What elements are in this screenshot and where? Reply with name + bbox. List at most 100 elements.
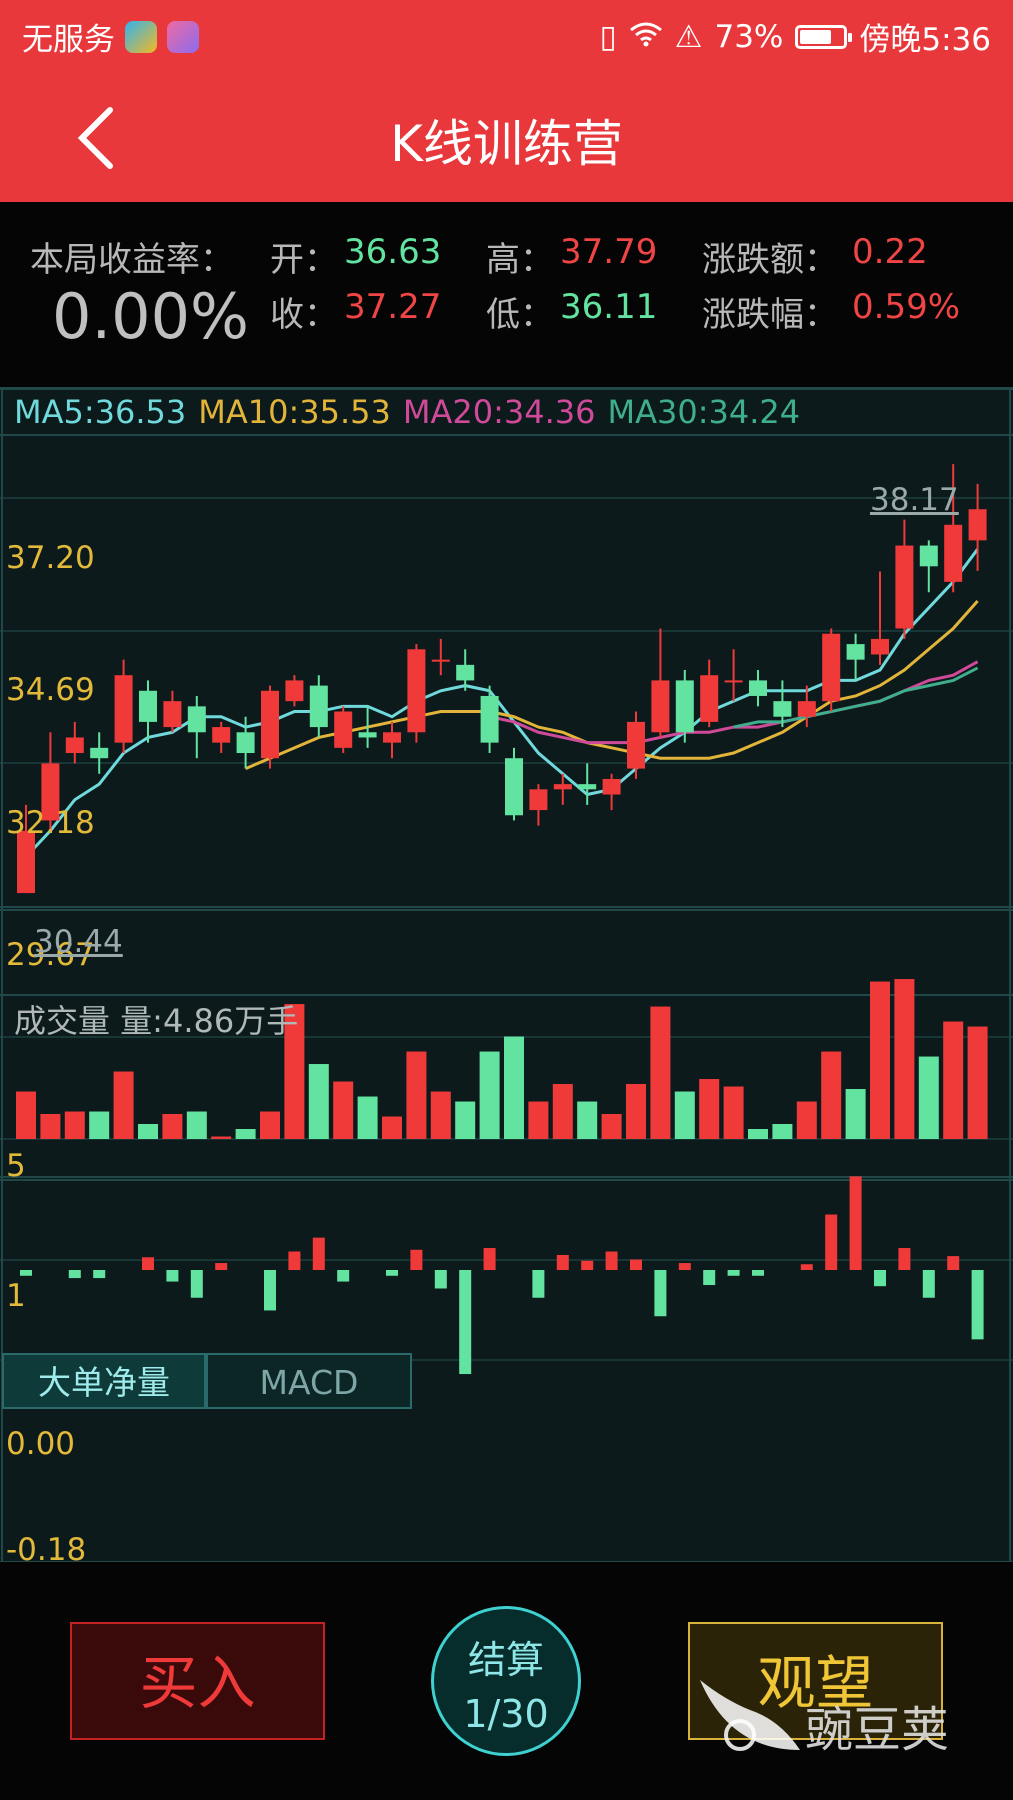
candle-body bbox=[407, 649, 426, 733]
clock: 傍晚5:36 bbox=[859, 22, 991, 58]
candle-body bbox=[968, 509, 987, 541]
volume-bar bbox=[308, 1064, 329, 1139]
net-volume-bar bbox=[215, 1263, 228, 1270]
volume-bar bbox=[723, 1086, 744, 1139]
net-volume-bar bbox=[337, 1270, 350, 1282]
volume-bar bbox=[918, 1056, 939, 1139]
change-amount-label: 涨跌额： bbox=[702, 240, 838, 280]
volume-bar bbox=[162, 1114, 183, 1139]
battery-alert-icon: ⚠ bbox=[674, 18, 703, 55]
volume-bar bbox=[552, 1084, 573, 1139]
net-volume-bar bbox=[678, 1263, 691, 1270]
candle-body bbox=[773, 701, 792, 717]
candle-body bbox=[65, 737, 84, 754]
close-value: 37.27 bbox=[344, 287, 442, 327]
volume-bar bbox=[16, 1091, 36, 1139]
candle-body bbox=[919, 545, 938, 567]
watch-button[interactable]: 观望 bbox=[688, 1622, 943, 1740]
candle-body bbox=[90, 747, 109, 759]
candle-body bbox=[163, 701, 182, 728]
buy-button[interactable]: 买入 bbox=[70, 1622, 325, 1740]
carrier-text: 无服务 bbox=[22, 22, 115, 58]
back-button[interactable] bbox=[70, 100, 130, 180]
candle-body bbox=[41, 763, 60, 821]
net-volume-bar bbox=[752, 1270, 764, 1276]
nav-bar: K线训练营 bbox=[0, 72, 1013, 202]
volume-bar bbox=[845, 1089, 866, 1139]
kline-chart[interactable] bbox=[0, 387, 1013, 1562]
tab-big-order[interactable]: 大单净量 bbox=[2, 1353, 206, 1409]
volume-bar bbox=[674, 1091, 695, 1139]
status-bar: 无服务 ▯ ⚠ 73% 傍晚5:36 bbox=[0, 0, 1013, 72]
volume-bar bbox=[894, 979, 915, 1139]
volume-bar bbox=[577, 1101, 598, 1139]
net-volume-bar bbox=[142, 1257, 154, 1270]
watermark-text: 豌豆荚 bbox=[805, 1702, 950, 1758]
net-volume-bar bbox=[288, 1251, 301, 1270]
volume-bar bbox=[650, 1006, 671, 1139]
status-left: 无服务 bbox=[22, 14, 199, 59]
candle-body bbox=[456, 664, 475, 681]
candle-body bbox=[261, 690, 279, 759]
volume-bar bbox=[748, 1129, 768, 1139]
candle-body bbox=[871, 638, 889, 655]
ma30-label: MA30:34.24 bbox=[607, 393, 801, 431]
vibrate-icon: ▯ bbox=[599, 18, 617, 55]
volume-bar bbox=[479, 1051, 500, 1139]
high-label: 高： bbox=[486, 240, 554, 280]
net-volume-bar bbox=[386, 1270, 398, 1276]
volume-bar bbox=[601, 1114, 622, 1139]
candles bbox=[17, 464, 987, 894]
volume-bar bbox=[821, 1051, 842, 1139]
candle-body bbox=[724, 680, 743, 683]
volume-bar bbox=[528, 1101, 549, 1139]
net-volume-bar bbox=[20, 1270, 32, 1276]
volume-bar bbox=[260, 1111, 280, 1139]
volume-bar bbox=[89, 1111, 110, 1139]
volume-bar bbox=[284, 1004, 305, 1139]
volume-bar bbox=[943, 1021, 964, 1139]
net-volume-bar bbox=[264, 1270, 276, 1311]
candle-body bbox=[358, 732, 377, 738]
candle-body bbox=[822, 633, 841, 702]
candle-body bbox=[553, 784, 572, 790]
volume-axis-label: 5 bbox=[6, 1148, 26, 1184]
net-volume-bar bbox=[459, 1270, 472, 1375]
price-axis-label: 34.69 bbox=[6, 672, 95, 708]
low-value: 36.11 bbox=[560, 287, 658, 327]
open-label: 开： bbox=[270, 240, 338, 280]
net-volume-bar bbox=[605, 1251, 618, 1270]
net-volume-bar bbox=[190, 1270, 203, 1298]
candle-body bbox=[627, 721, 645, 769]
candle-body bbox=[749, 680, 767, 696]
settle-progress: 1/30 bbox=[463, 1692, 549, 1736]
volume-bar bbox=[430, 1091, 451, 1139]
candle-body bbox=[944, 524, 963, 582]
volume-bar bbox=[382, 1116, 402, 1139]
ma30-line bbox=[733, 666, 979, 729]
candle-body bbox=[846, 644, 865, 660]
tab-macd[interactable]: MACD bbox=[206, 1353, 412, 1409]
candle-body bbox=[212, 727, 231, 743]
net-volume-bar bbox=[703, 1270, 716, 1286]
volume-bar bbox=[138, 1124, 158, 1139]
change-percent-value: 0.59% bbox=[852, 287, 961, 327]
candle-body bbox=[17, 830, 35, 894]
watermark-logo-icon bbox=[700, 1680, 800, 1751]
net-volume-bar bbox=[166, 1270, 179, 1282]
volume-bar bbox=[235, 1129, 256, 1139]
settle-button[interactable]: 结算 1/30 bbox=[431, 1606, 581, 1756]
status-right: ▯ ⚠ 73% 傍晚5:36 bbox=[600, 14, 991, 59]
ma10-label: MA10:35.53 bbox=[198, 393, 391, 431]
change-amount-value: 0.22 bbox=[852, 232, 928, 272]
candle-body bbox=[675, 680, 694, 733]
candle-body bbox=[797, 701, 816, 717]
open-value: 36.63 bbox=[344, 232, 442, 272]
net-volume-bar bbox=[922, 1270, 935, 1298]
ma20-label: MA20:34.36 bbox=[402, 393, 596, 431]
net-volume-bar bbox=[312, 1237, 325, 1270]
candle-body bbox=[285, 680, 304, 702]
candle-body bbox=[114, 675, 133, 743]
net-volume-bar bbox=[93, 1270, 106, 1279]
close-label: 收： bbox=[270, 295, 338, 335]
